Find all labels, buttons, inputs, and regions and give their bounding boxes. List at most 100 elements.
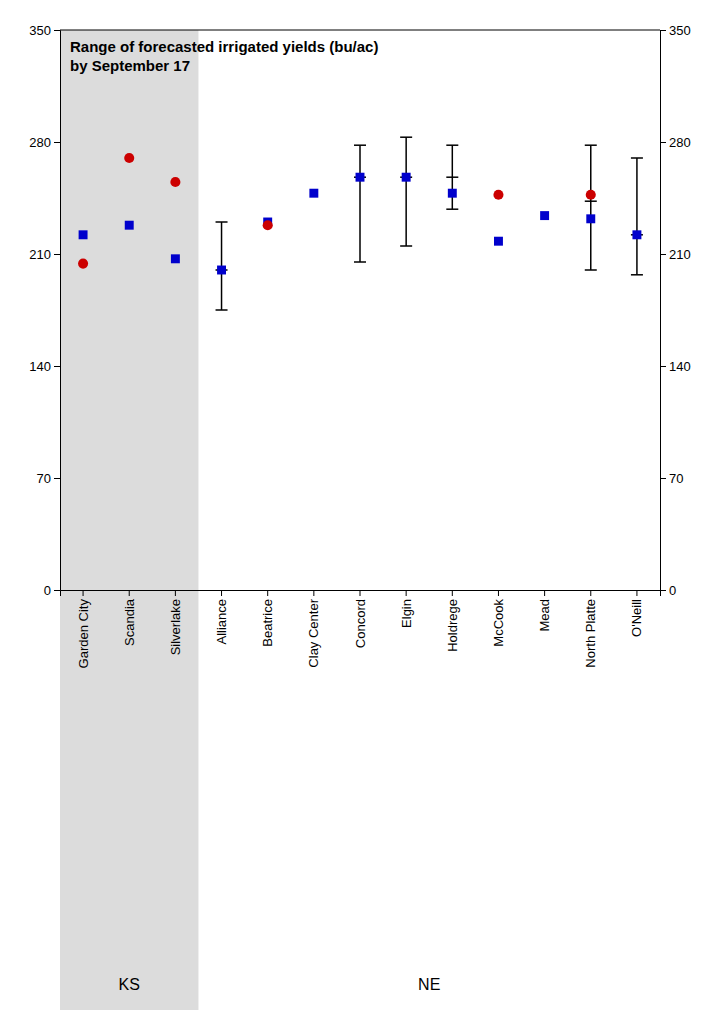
subtitle: by September 17	[70, 57, 190, 74]
x-tick-mark	[360, 590, 361, 596]
y-tick-mark	[54, 366, 60, 367]
y-tick-label: 140	[29, 359, 51, 374]
error-bar-high	[216, 221, 228, 223]
point	[263, 220, 273, 230]
series	[78, 153, 596, 269]
x-tick-label: Holdrege	[445, 599, 460, 652]
point	[402, 173, 411, 182]
point	[171, 254, 180, 263]
point	[217, 266, 226, 275]
x-tick: Scandia	[122, 590, 137, 646]
error-bar-low	[354, 261, 366, 263]
point	[356, 173, 365, 182]
y2-tick-label: 350	[669, 23, 691, 38]
y-axis: 070140210280350	[29, 23, 60, 598]
y-tick-mark	[54, 30, 60, 31]
point	[309, 189, 318, 198]
error-bar-low	[585, 269, 597, 271]
x-tick-label: Mead	[537, 599, 552, 632]
point	[540, 211, 549, 220]
x-tick-label: Alliance	[214, 599, 229, 645]
plot-frame	[60, 30, 660, 31]
error-bar	[446, 145, 458, 209]
y2-tick-label: 0	[669, 583, 676, 598]
error-bar-range	[405, 137, 407, 246]
title: Range of forecasted irrigated yields (bu…	[70, 38, 378, 55]
y2-tick-label: 140	[669, 359, 691, 374]
group-label: NE	[418, 976, 440, 993]
y2-axis-line	[661, 31, 667, 591]
x-tick-label: O'Neill	[629, 599, 644, 637]
x-tick-mark	[129, 590, 130, 596]
x-tick: Holdrege	[445, 590, 460, 652]
y2-tick-label: 70	[669, 471, 683, 486]
plot: KSNEGarden CityScandiaSilverlakeAlliance…	[29, 23, 690, 1010]
point	[586, 214, 595, 223]
chart: KSNEGarden CityScandiaSilverlakeAlliance…	[0, 0, 720, 1015]
x-tick-mark	[267, 590, 268, 596]
x-tick-mark	[590, 590, 591, 596]
error-bar-mid	[446, 176, 458, 178]
y2-axis: 0 70 140 210 280 350	[660, 23, 691, 598]
x-tick-mark	[221, 590, 222, 596]
x-axis-line	[61, 591, 661, 597]
y-tick-label: 70	[37, 471, 51, 486]
error-bar-low	[216, 309, 228, 311]
y-tick-label: 210	[29, 247, 51, 262]
error-bar	[631, 158, 643, 275]
point	[632, 230, 641, 239]
error-bar-low	[400, 245, 412, 247]
y-tick: 140	[29, 359, 60, 374]
y-tick-label: 0	[44, 583, 51, 598]
y2-tick-mark	[660, 30, 666, 31]
error-bar-range	[590, 145, 592, 270]
x-tick-mark	[313, 590, 314, 596]
x-tick: Clay Center	[306, 590, 321, 668]
point	[493, 190, 503, 200]
error-bar-high	[446, 144, 458, 146]
x-tick: Garden City	[76, 590, 91, 668]
y-tick: 280	[29, 135, 60, 150]
error-bar-high	[631, 157, 643, 159]
y-tick: 0	[44, 583, 60, 598]
x-tick: O'Neill	[629, 590, 644, 637]
point	[79, 230, 88, 239]
x-tick: Elgin	[399, 590, 414, 628]
group-label: KS	[119, 976, 140, 993]
y2-tick: 0	[660, 583, 676, 598]
error-bar-range	[359, 145, 361, 262]
point	[170, 177, 180, 187]
point	[586, 190, 596, 200]
error-bar-range	[636, 158, 638, 275]
x-tick-label: Elgin	[399, 599, 414, 628]
x-axis: Garden CityScandiaSilverlakeAllianceBeat…	[61, 590, 661, 668]
x-tick-mark	[544, 590, 545, 596]
x-tick: Mead	[537, 590, 552, 632]
chart-container: KSNEGarden CityScandiaSilverlakeAlliance…	[0, 0, 720, 1015]
x-tick: Alliance	[214, 590, 229, 645]
marks	[78, 137, 643, 310]
error-bar	[585, 145, 597, 270]
y2-tick-mark	[660, 142, 666, 143]
y2-tick-label: 280	[669, 135, 691, 150]
x-tick-label: Scandia	[122, 598, 137, 646]
error-bar-high	[354, 144, 366, 146]
y-tick-mark	[54, 254, 60, 255]
point	[125, 221, 134, 230]
point	[78, 259, 88, 269]
x-tick: North Platte	[583, 590, 598, 668]
x-tick-label: Beatrice	[260, 599, 275, 647]
y-tick: 70	[37, 471, 60, 486]
point	[494, 237, 503, 246]
x-tick-label: North Platte	[583, 599, 598, 668]
y2-tick: 70	[660, 471, 683, 486]
y2-tick-label: 210	[669, 247, 691, 262]
point	[124, 153, 134, 163]
x-tick: Beatrice	[260, 590, 275, 647]
x-tick-mark	[636, 590, 637, 596]
error-bar	[216, 222, 228, 310]
error-bar	[354, 145, 366, 262]
x-tick: Concord	[353, 590, 368, 648]
y2-tick-mark	[660, 254, 666, 255]
series	[79, 173, 642, 275]
